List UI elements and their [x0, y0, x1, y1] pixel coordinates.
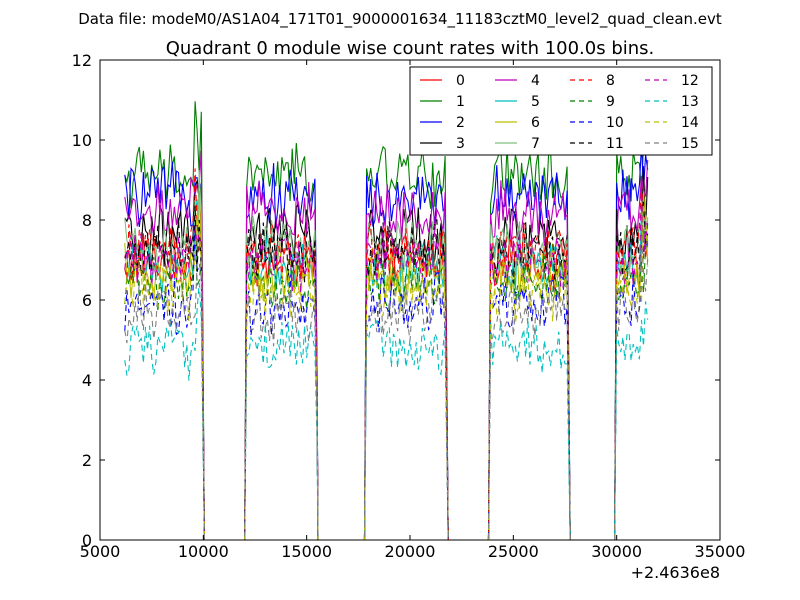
- x-tick-label: 25000: [488, 542, 539, 561]
- x-tick-label: 5000: [80, 542, 121, 561]
- x-tick-label: 35000: [695, 542, 746, 561]
- y-tick-label: 6: [82, 291, 92, 310]
- series-line-4: [124, 150, 649, 541]
- x-tick-label: 20000: [385, 542, 436, 561]
- legend-label-14: 14: [681, 115, 699, 131]
- legend-label-12: 12: [681, 73, 699, 89]
- legend-label-13: 13: [681, 94, 699, 110]
- y-tick-label: 2: [82, 451, 92, 470]
- y-tick-label: 10: [72, 131, 92, 150]
- x-tick-label: 10000: [178, 542, 229, 561]
- legend-label-4: 4: [531, 73, 540, 89]
- y-tick-label: 0: [82, 531, 92, 550]
- axis-ticks: 5000 10000 15000 20000 25000 30000 35000 0 2 4 6 8 1…: [72, 51, 746, 561]
- series-line-15: [124, 235, 649, 541]
- y-tick-label: 8: [82, 211, 92, 230]
- series-line-1: [124, 101, 648, 541]
- y-tick-label: 12: [72, 51, 92, 70]
- legend-label-15: 15: [681, 136, 699, 152]
- legend-label-3: 3: [456, 136, 465, 152]
- legend-box: [409, 66, 713, 156]
- legend-label-2: 2: [456, 115, 465, 131]
- plot-lines: [124, 101, 649, 541]
- legend-label-7: 7: [531, 136, 540, 152]
- series-line-3: [124, 166, 649, 541]
- legend-label-1: 1: [456, 94, 465, 110]
- data-file-suptitle: Data file: modeM0/AS1A04_171T01_90000016…: [78, 10, 722, 29]
- legend-label-9: 9: [606, 94, 615, 110]
- x-tick-label: 30000: [591, 542, 642, 561]
- legend-label-0: 0: [456, 73, 465, 89]
- series-line-8: [124, 168, 649, 541]
- x-tick-label: 15000: [281, 542, 332, 561]
- series-line-13: [124, 282, 649, 541]
- legend-label-11: 11: [606, 136, 624, 152]
- legend-label-10: 10: [606, 115, 624, 131]
- series-line-14: [124, 198, 649, 541]
- legend-label-5: 5: [531, 94, 540, 110]
- series-line-11: [124, 201, 649, 541]
- y-tick-label: 4: [82, 371, 92, 390]
- legend-label-6: 6: [531, 115, 540, 131]
- legend-label-8: 8: [606, 73, 615, 89]
- x-offset-label: +2.4636e8: [631, 563, 720, 582]
- chart-title: Quadrant 0 module wise count rates with …: [166, 38, 655, 59]
